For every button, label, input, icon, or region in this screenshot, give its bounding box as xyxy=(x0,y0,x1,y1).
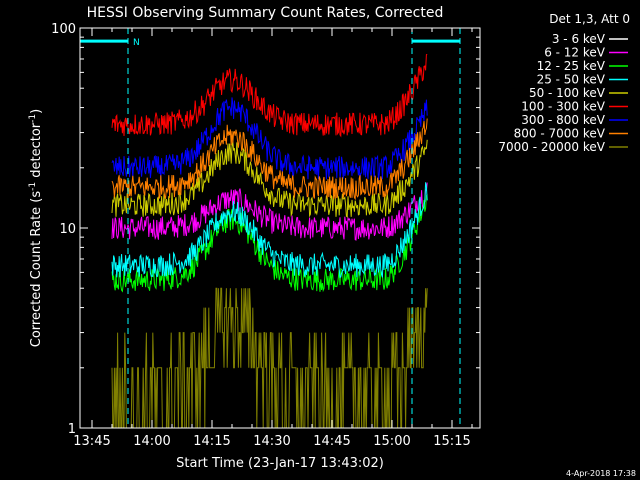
legend-item-label: 3 - 6 keV xyxy=(552,32,606,46)
x-tick-label: 15:15 xyxy=(433,434,470,449)
chart-title: HESSI Observing Summary Count Rates, Cor… xyxy=(87,5,444,21)
legend-item-label: 12 - 25 keV xyxy=(537,59,606,73)
x-axis: 13:45 14:00 14:15 14:30 14:45 15:00 15:15 xyxy=(73,28,473,449)
legend-item-label: 50 - 100 keV xyxy=(529,86,606,100)
y-axis-label: Corrected Count Rate (s-1 detector-1) xyxy=(28,109,44,347)
x-tick-label: 15:00 xyxy=(373,434,410,449)
legend-item-label: 800 - 7000 keV xyxy=(514,127,606,141)
legend-item-label: 25 - 50 keV xyxy=(537,73,606,87)
series-line xyxy=(111,118,428,201)
legend-item-label: 7000 - 20000 keV xyxy=(498,140,605,154)
y-axis: 1 10 100 xyxy=(51,22,480,437)
x-tick-label: 13:45 xyxy=(73,434,110,449)
legend-header: Det 1,3, Att 0 xyxy=(549,12,630,26)
x-tick-label: 14:00 xyxy=(133,434,170,449)
series-line xyxy=(111,182,428,241)
series-line xyxy=(111,194,428,293)
night-marker-label: N xyxy=(133,38,140,48)
x-tick-label: 14:15 xyxy=(193,434,230,449)
timestamp: 4-Apr-2018 17:38 xyxy=(566,469,636,478)
x-tick-label: 14:45 xyxy=(313,434,350,449)
legend-item-label: 300 - 800 keV xyxy=(521,113,605,127)
legend-item-label: 6 - 12 keV xyxy=(544,46,606,60)
legend-item-label: 100 - 300 keV xyxy=(521,100,605,114)
y-tick-label: 100 xyxy=(51,22,76,37)
series-line xyxy=(111,182,428,278)
series-line xyxy=(111,287,428,429)
y-tick-label: 1 xyxy=(68,422,76,437)
series-line xyxy=(111,97,428,180)
series-line xyxy=(111,53,428,138)
x-axis-label: Start Time (23-Jan-17 13:43:02) xyxy=(176,456,384,471)
y-tick-label: 10 xyxy=(59,222,76,237)
x-tick-label: 14:30 xyxy=(253,434,290,449)
